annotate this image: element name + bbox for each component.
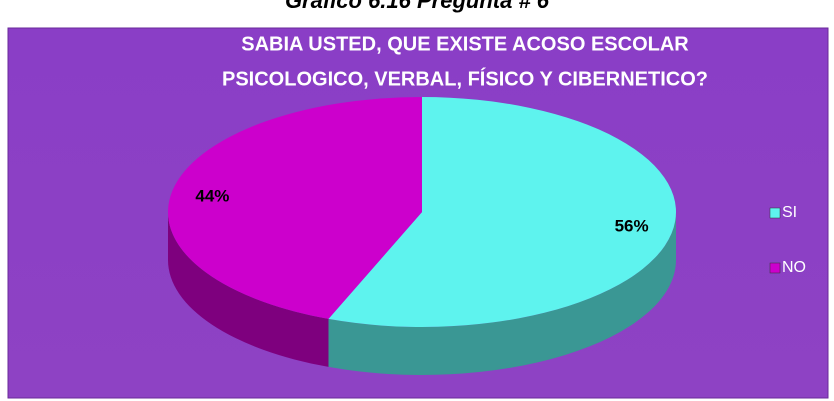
pie-slice (167, 97, 422, 319)
pie-side (328, 212, 676, 375)
legend-label: SI (782, 204, 797, 221)
legend-label: NO (782, 259, 806, 276)
data-label: 56% (615, 217, 649, 236)
data-label: 44% (195, 186, 229, 205)
chart-title: PSICOLOGICO, VERBAL, FÍSICO Y CIBERNETIC… (222, 67, 708, 90)
legend-marker (769, 207, 781, 219)
pie-side (167, 212, 329, 367)
pie-slice (328, 97, 676, 327)
chart-title: SABIA USTED, QUE EXISTE ACOSO ESCOLAR (241, 33, 689, 55)
legend-marker (769, 262, 781, 274)
caption: Gráfico 6.16 Pregunta # 6 (285, 0, 550, 13)
